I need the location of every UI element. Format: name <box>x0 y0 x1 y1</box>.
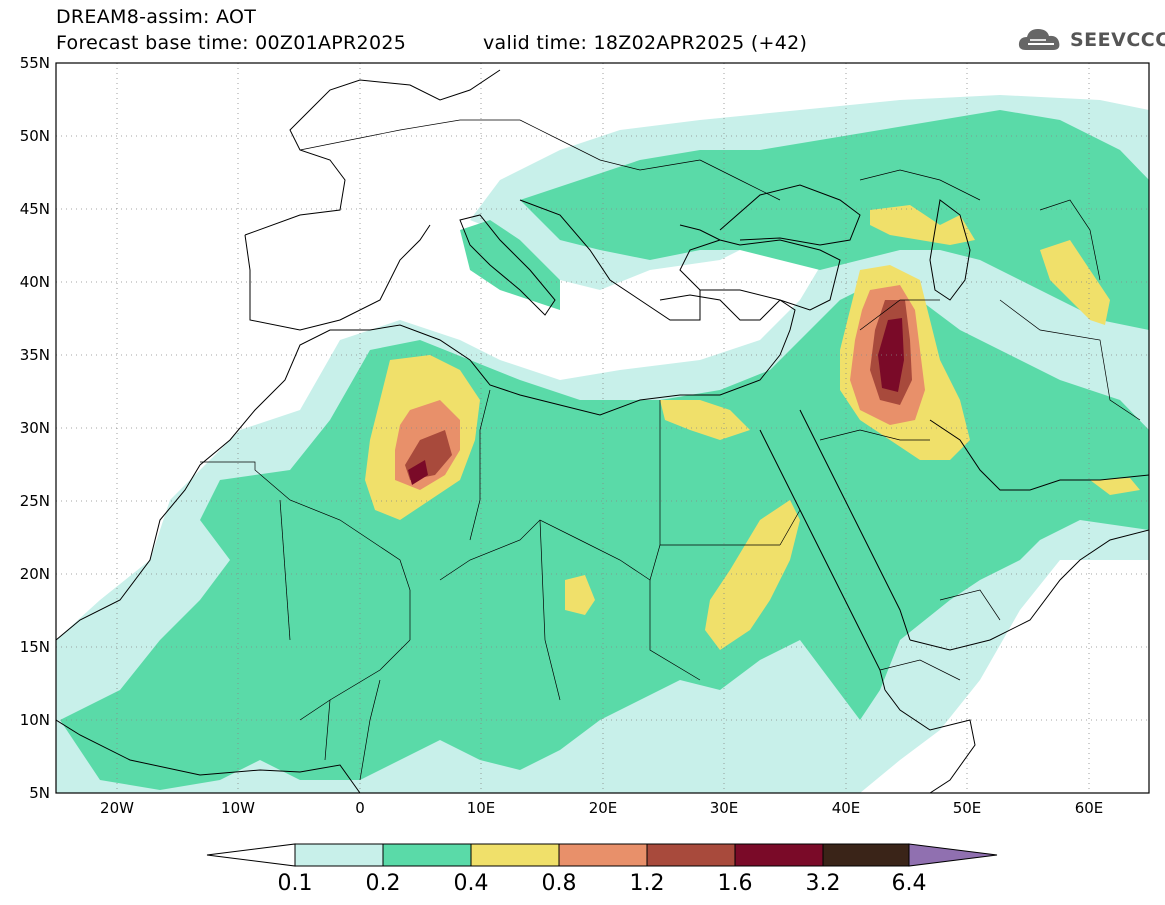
graticule <box>56 63 1149 793</box>
lon-tick-label: 40E <box>832 799 861 817</box>
colorbar-label: 6.4 <box>891 871 927 896</box>
aot-band-moderate-caucasus <box>870 205 975 245</box>
aot-band-moderate-egypt <box>660 400 750 440</box>
map-frame <box>55 62 1150 794</box>
coastline-red-sea <box>759 429 886 691</box>
lat-tick-label: 35N <box>20 346 50 364</box>
aot-band-light-north <box>520 110 1149 330</box>
lat-tick-label: 10N <box>20 711 50 729</box>
colorbar-label: 1.2 <box>629 871 665 896</box>
cloud-icon <box>1018 29 1060 50</box>
aot-field <box>56 95 1149 793</box>
colorbar-under-triangle <box>206 843 296 867</box>
coastline-caspian <box>929 199 971 301</box>
coastline-arabia <box>909 529 1149 651</box>
lat-tick-label: 5N <box>29 784 50 802</box>
colorbar-label: 0.8 <box>541 871 577 896</box>
logo-text: SEEVCCC <box>1070 29 1165 51</box>
colorbar-swatch <box>822 843 910 867</box>
colorbar-label: 3.2 <box>805 871 841 896</box>
coastline-iberia-south <box>244 224 431 331</box>
colorbar-label: 1.6 <box>717 871 753 896</box>
coastline-balkans <box>519 199 721 321</box>
aot-band-moderate-gulf <box>1090 478 1140 495</box>
lon-tick-label: 0 <box>355 799 365 817</box>
latitude-ticks: 55N 50N 45N 40N 35N 30N 25N 20N 15N 10N … <box>20 54 50 802</box>
lon-tick-label: 30E <box>710 799 739 817</box>
forecast-base-time: Forecast base time: 00Z01APR2025 <box>56 32 407 54</box>
lat-tick-label: 25N <box>20 492 50 510</box>
coastline-iberia <box>244 69 501 236</box>
lon-tick-label: 60E <box>1075 799 1104 817</box>
aot-band-light-italy <box>460 220 560 310</box>
coastline-turkey <box>679 224 841 311</box>
lat-tick-label: 30N <box>20 419 50 437</box>
country-borders <box>200 119 1141 781</box>
lat-tick-label: 40N <box>20 273 50 291</box>
map-title: DREAM8-assim: AOT <box>56 6 257 28</box>
colorbar-swatch <box>646 843 736 867</box>
aot-band-moderate-sudan <box>705 500 800 650</box>
coastline-gulf-of-guinea <box>56 719 361 793</box>
lat-tick-label: 45N <box>20 200 50 218</box>
lon-tick-label: 10W <box>221 799 255 817</box>
coastline-horn <box>884 689 976 793</box>
lat-tick-label: 15N <box>20 638 50 656</box>
seevccc-logo: SEEVCCC <box>1016 22 1165 58</box>
longitude-ticks: 20W 10W 0 10E 20E 30E 40E 50E 60E <box>100 799 1103 817</box>
coastline-west-africa <box>56 324 781 641</box>
coastline-gulf <box>929 419 1149 491</box>
aot-band-light <box>60 280 1149 790</box>
valid-time: valid time: 18Z02APR2025 (+42) <box>483 32 808 54</box>
colorbar-label: 0.2 <box>365 871 401 896</box>
lat-tick-label: 50N <box>20 127 50 145</box>
lat-tick-label: 20N <box>20 565 50 583</box>
colorbar <box>206 843 998 867</box>
colorbar-swatch <box>382 843 472 867</box>
coastline-red-sea-east <box>799 409 911 641</box>
coastline-black-sea <box>719 184 861 246</box>
coastlines <box>56 69 1149 793</box>
aot-band-extreme-sahara <box>408 460 428 485</box>
colorbar-swatch <box>734 843 824 867</box>
coastline-italy <box>459 214 556 316</box>
aot-band-moderate-chad <box>565 575 595 615</box>
colorbar-swatch <box>470 843 560 867</box>
colorbar-over-triangle <box>908 843 998 867</box>
aot-band-moderate-iran <box>1040 240 1110 325</box>
colorbar-label: 0.4 <box>453 871 489 896</box>
colorbar-swatch <box>558 843 648 867</box>
lon-tick-label: 20W <box>100 799 134 817</box>
lon-tick-label: 10E <box>467 799 496 817</box>
lon-tick-label: 50E <box>953 799 982 817</box>
lon-tick-label: 20E <box>589 799 618 817</box>
colorbar-swatch <box>294 843 384 867</box>
lat-tick-label: 55N <box>20 54 50 72</box>
colorbar-label: 0.1 <box>277 871 313 896</box>
